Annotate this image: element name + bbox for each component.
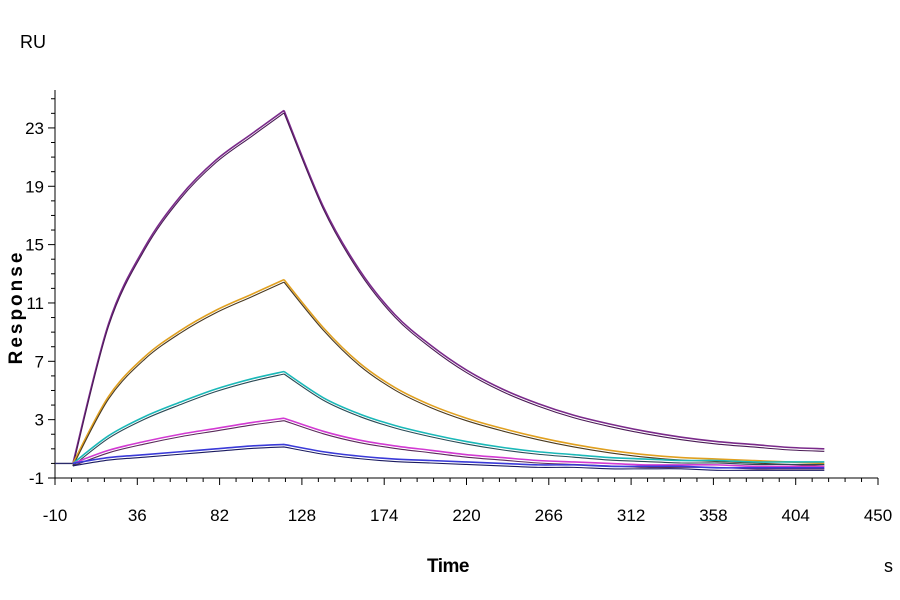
- y-axis-title: Response: [6, 250, 27, 365]
- series-5-fit-line: [72, 446, 825, 471]
- series-2: [72, 278, 825, 467]
- y-unit-label: RU: [20, 32, 46, 52]
- x-tick-label: 266: [535, 506, 563, 525]
- series-3: [72, 370, 825, 467]
- axes: [54, 90, 878, 479]
- x-unit-label: s: [884, 556, 893, 576]
- x-tick-label: 358: [699, 506, 727, 525]
- y-tick-label: 19: [25, 177, 44, 196]
- series-1-fit-line: [72, 112, 825, 467]
- x-tick-label: 312: [617, 506, 645, 525]
- x-tick-label: 128: [288, 506, 316, 525]
- series-layer: [55, 109, 825, 471]
- x-tick-label: 36: [128, 506, 147, 525]
- series-2-measured-line: [72, 278, 825, 465]
- x-tick-label: 404: [782, 506, 810, 525]
- series-5-measured-line: [72, 443, 825, 469]
- x-tick-label: -10: [43, 506, 68, 525]
- x-tick-label: 220: [452, 506, 480, 525]
- ticks: -1 3 7 11 15 19 23 -10 36 82 128 174 220 266 312 358 404…: [25, 98, 892, 525]
- y-tick-label: 11: [26, 294, 44, 313]
- series-5: [72, 443, 825, 471]
- series-4-measured-line: [72, 417, 825, 468]
- series-3-fit-line: [72, 373, 825, 467]
- series-2-fit-line: [72, 281, 825, 467]
- x-tick-label: 450: [864, 506, 892, 525]
- y-tick-label: 23: [25, 119, 44, 138]
- series-3-measured-line: [72, 370, 825, 465]
- x-tick-label: 82: [210, 506, 229, 525]
- y-tick-label: -1: [29, 469, 44, 488]
- y-tick-label: 3: [35, 411, 44, 430]
- y-tick-label: 15: [25, 236, 44, 255]
- x-tick-label: 174: [370, 506, 398, 525]
- series-1-measured-line: [72, 109, 825, 464]
- x-axis-title: Time: [427, 556, 469, 577]
- series-1: [72, 109, 825, 467]
- y-tick-label: 7: [35, 352, 44, 371]
